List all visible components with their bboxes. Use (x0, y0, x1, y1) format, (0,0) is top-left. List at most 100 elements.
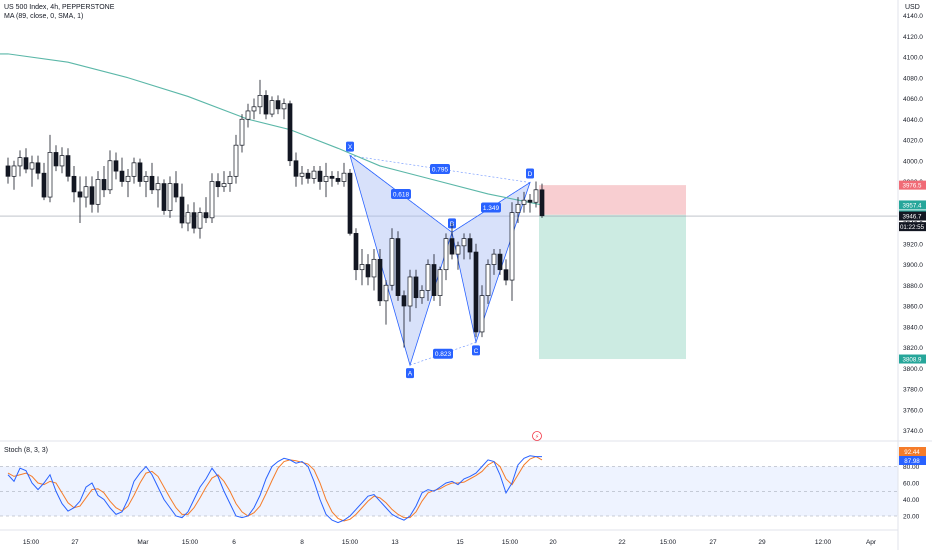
pattern-ratio-badge (433, 348, 453, 359)
candle-body (131, 162, 137, 177)
pattern-ratio-line (349, 155, 453, 233)
y-tick-label: 4000.0 (903, 158, 923, 165)
pattern-point-label: C (474, 348, 479, 355)
pattern-ratio-label: 0.823 (435, 351, 452, 358)
candle-body (269, 100, 275, 115)
y-tick-label: 3900.0 (903, 262, 923, 269)
y-tick-label: 3820.0 (903, 345, 923, 352)
x-tick-label: 12:00 (815, 539, 832, 546)
ma-line (0, 53, 543, 206)
candle-body (119, 170, 125, 182)
x-tick-label: 20 (549, 539, 557, 546)
price-tag (899, 200, 926, 210)
candle-body (317, 170, 323, 182)
candle-body (59, 155, 65, 167)
stoch-tick-label: 20.00 (903, 514, 920, 521)
y-tick-label: 3800.0 (903, 366, 923, 373)
candle-body (431, 264, 437, 296)
stop-loss-zone (539, 185, 686, 215)
candle-body (389, 238, 395, 286)
candle-body (221, 183, 227, 188)
candle-body (107, 160, 113, 191)
chart-title: US 500 Index, 4h, PEPPERSTONE (4, 4, 115, 11)
x-tick-label: Apr (866, 539, 877, 546)
candle-body (227, 175, 233, 184)
currency-label: USD (905, 4, 920, 11)
take-profit-zone (539, 214, 686, 360)
y-tick-label: 3740.0 (903, 428, 923, 435)
price-axis[interactable]: USD 4140.0 4120.0 4100.0 4080.0 4060.0 4040.0 4… (897, 0, 926, 550)
price-tag (899, 180, 926, 190)
candle-body (167, 183, 173, 211)
candle-body (383, 284, 389, 302)
y-tick-label: 4120.0 (903, 34, 923, 41)
candle-body (41, 172, 47, 198)
x-tick-label: 15 (456, 539, 464, 546)
x-tick-label: 15:00 (342, 539, 359, 546)
stoch-tick-label: 80.00 (903, 464, 920, 471)
stoch-k-tag (899, 456, 926, 465)
candle-body (203, 212, 209, 219)
candle-body (11, 165, 17, 177)
candle-body (275, 100, 281, 110)
candle-body (89, 186, 95, 205)
stoch-k-value: 92.44 (904, 449, 920, 456)
candle-body (359, 264, 365, 271)
candle-body (377, 258, 383, 302)
x-tick-label: 8 (300, 539, 304, 546)
candle-body (407, 276, 413, 307)
candle-body (341, 172, 347, 182)
pattern-ratio-badge (391, 188, 411, 199)
pattern-point-badge (406, 368, 414, 379)
lightning-icon: ⚡ (535, 434, 539, 441)
candle-body (173, 183, 179, 198)
candle-body (287, 103, 293, 162)
event-marker-icon (532, 431, 542, 441)
price-tag-label: 3946.7 (903, 214, 922, 221)
x-tick-label: 13 (391, 539, 399, 546)
candle-body (473, 251, 479, 333)
candle-body (401, 295, 407, 307)
price-tag (899, 354, 926, 364)
ma-indicator-label[interactable]: MA (89, close, 0, SMA, 1) (4, 13, 84, 20)
candle-body (17, 157, 23, 167)
stochastic-label[interactable]: Stoch (8, 3, 3) (4, 447, 48, 454)
candle-body (137, 162, 143, 182)
pattern-point-label: A (408, 371, 413, 378)
pattern-point-badge (526, 168, 534, 179)
x-tick-label: 15:00 (660, 539, 677, 546)
pattern-point-label: X (348, 144, 353, 151)
time-axis[interactable]: 15:00 27 Mar 15:00 6 8 15:00 13 15 15:00 20 22 15:00… (0, 529, 898, 546)
candle-body (533, 189, 539, 203)
stoch-tick-label: 40.00 (903, 497, 920, 504)
x-tick-label: 15:00 (23, 539, 40, 546)
candle-body (365, 264, 371, 278)
candle-body (191, 212, 197, 229)
stoch-d-tag (899, 447, 926, 456)
candle-body (149, 175, 155, 191)
candle-body (371, 258, 377, 278)
candle-body (521, 199, 527, 205)
candle-body (395, 238, 401, 296)
price-tag (899, 222, 926, 232)
candle-body (47, 152, 53, 198)
candle-body (293, 160, 299, 177)
candle-body (299, 172, 305, 177)
price-tag-label: 3957.4 (903, 202, 922, 209)
y-tick-label: 4040.0 (903, 117, 923, 124)
candle-body (179, 196, 185, 224)
y-tick-label: 4020.0 (903, 138, 923, 145)
pattern-ratio-label: 0.795 (432, 167, 449, 174)
candle-body (83, 186, 89, 198)
x-tick-label: 27 (709, 539, 717, 546)
price-tag-label: 3976.5 (903, 183, 922, 190)
stochastic-panel[interactable] (0, 455, 898, 524)
y-tick-label: 3780.0 (903, 387, 923, 394)
candle-body (215, 181, 221, 188)
candle-body (461, 238, 467, 247)
pattern-point-badge (472, 345, 480, 356)
candle-body (515, 203, 521, 213)
candle-body (449, 238, 455, 255)
